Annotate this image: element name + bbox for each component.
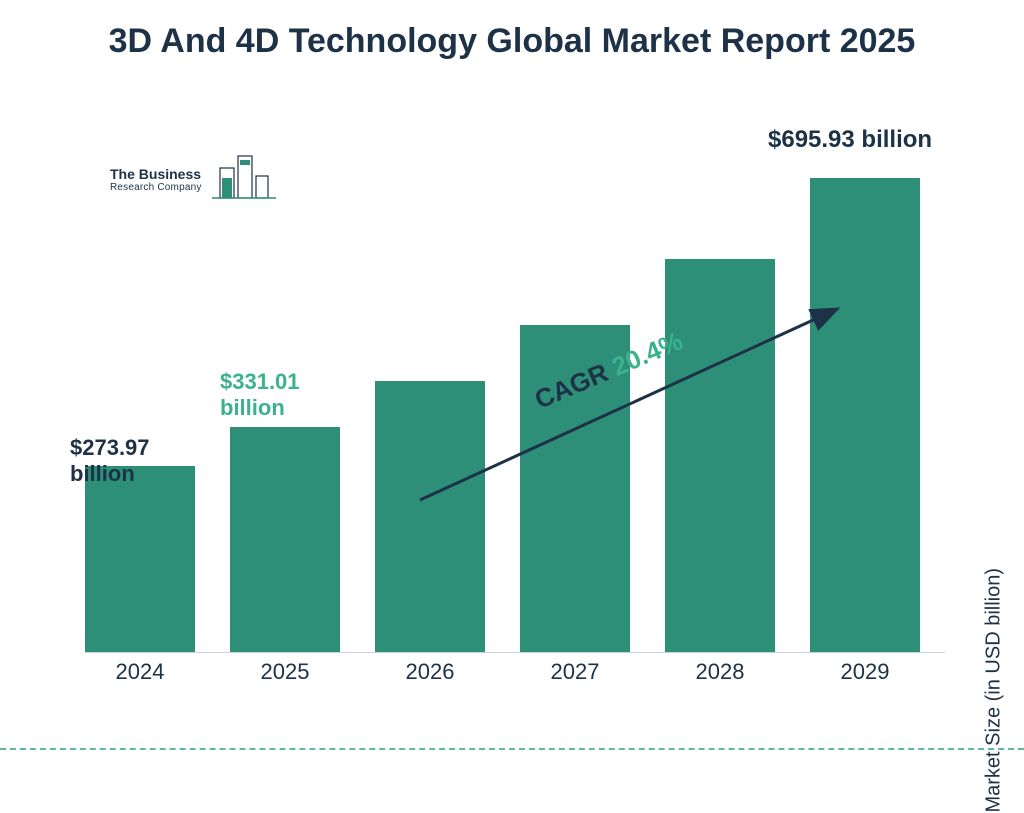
x-axis-label: 2028 bbox=[665, 659, 775, 685]
bar bbox=[375, 381, 485, 652]
bottom-dashed-line bbox=[0, 748, 1024, 750]
y-axis-label: Market Size (in USD billion) bbox=[983, 568, 1006, 813]
chart-baseline bbox=[85, 652, 945, 653]
x-axis-label: 2029 bbox=[810, 659, 920, 685]
x-axis-label: 2026 bbox=[375, 659, 485, 685]
x-axis-label: 2027 bbox=[520, 659, 630, 685]
x-axis-label: 2024 bbox=[85, 659, 195, 685]
value-callout: $273.97billion bbox=[70, 435, 150, 488]
bar bbox=[230, 427, 340, 652]
value-callout: $331.01billion bbox=[220, 369, 300, 422]
bar bbox=[810, 178, 920, 652]
chart-container: 3D And 4D Technology Global Market Repor… bbox=[0, 0, 1024, 768]
chart-title: 3D And 4D Technology Global Market Repor… bbox=[0, 20, 1024, 63]
callout-value: $331.01 bbox=[220, 369, 300, 395]
value-callout: $695.93 billion bbox=[768, 126, 932, 155]
bar bbox=[85, 466, 195, 652]
bar bbox=[665, 259, 775, 652]
chart-area: 202420252026202720282029 CAGR 20.4% bbox=[85, 130, 945, 685]
x-axis-label: 2025 bbox=[230, 659, 340, 685]
callout-value: $273.97 bbox=[70, 435, 150, 461]
callout-unit: billion bbox=[70, 461, 150, 487]
callout-unit: billion bbox=[220, 395, 300, 421]
